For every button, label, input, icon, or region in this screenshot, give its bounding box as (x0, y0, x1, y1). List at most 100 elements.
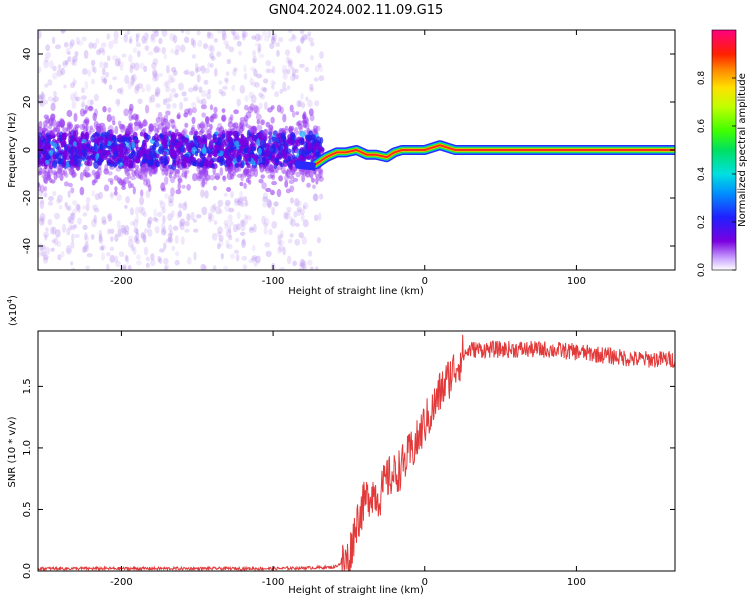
scatter-point (226, 243, 233, 250)
scatter-point (304, 122, 310, 130)
scatter-point (154, 218, 159, 223)
scatter-point (193, 228, 199, 233)
scatter-point (148, 96, 153, 104)
scatter-point (178, 208, 183, 218)
scatter-point (134, 86, 140, 94)
scatter-point (143, 179, 149, 186)
scatter-point (254, 81, 260, 88)
snr-y-ticks: 0.0 0.5 1.0 1.5 (22, 378, 675, 579)
scatter-point (43, 59, 49, 69)
scatter-point (102, 125, 107, 134)
scatter-point (44, 56, 49, 63)
scatter-point (144, 38, 148, 45)
scatter-point (88, 42, 94, 49)
scatter-point (157, 255, 161, 263)
scatter-point (91, 59, 96, 66)
scatter-point (218, 239, 224, 247)
scatter-point (194, 63, 199, 68)
scatter-point (258, 102, 264, 110)
scatter-point (244, 214, 248, 220)
scatter-point (41, 251, 47, 257)
scatter-point (151, 170, 156, 175)
scatter-point (78, 151, 83, 157)
scatter-point (152, 75, 157, 82)
y-tick-label: 0.0 (22, 563, 33, 579)
scatter-point (162, 258, 169, 265)
scatter-point (295, 45, 301, 54)
scatter-point (154, 226, 160, 234)
scatter-point (288, 175, 295, 180)
scatter-point (302, 120, 306, 129)
scatter-point (313, 193, 319, 202)
scatter-point (152, 47, 159, 54)
scatter-point (225, 228, 232, 238)
scatter-point (298, 232, 304, 239)
scatter-point (244, 199, 249, 207)
scatter-point (120, 265, 127, 270)
scatter-point (312, 184, 316, 190)
scatter-point (260, 119, 265, 126)
scatter-point (72, 58, 78, 67)
scatter-point (311, 177, 315, 183)
scatter-point (292, 110, 296, 118)
scatter-point (240, 224, 246, 232)
scatter-point (216, 231, 222, 238)
scatter-point (62, 168, 68, 177)
scatter-point (225, 78, 229, 85)
scatter-point (194, 67, 199, 74)
scatter-point (203, 265, 207, 270)
scatter-point (294, 198, 300, 207)
scatter-point (82, 148, 88, 157)
scatter-point (217, 136, 222, 146)
scatter-point (162, 127, 168, 136)
scatter-point (276, 188, 282, 198)
scatter-point (223, 40, 229, 45)
scatter-point (43, 99, 49, 105)
scatter-point (42, 144, 47, 151)
scatter-point (269, 124, 274, 131)
scatter-point (273, 201, 279, 207)
scatter-point (93, 171, 100, 179)
scatter-point (127, 80, 132, 90)
scatter-point (231, 30, 236, 36)
scatter-point (295, 139, 301, 147)
scatter-point (292, 154, 296, 160)
scatter-point (135, 238, 140, 245)
colorbar: 0.0 0.2 0.4 0.6 0.8 Normalized spectral ampl… (697, 29, 748, 277)
scatter-point (135, 214, 140, 223)
scatter-point (77, 40, 84, 46)
scatter-point (174, 169, 181, 174)
scatter-point (221, 114, 227, 122)
scatter-point (294, 238, 301, 246)
scatter-point (318, 176, 324, 182)
scatter-point (162, 225, 167, 235)
scatter-point (143, 228, 149, 234)
scatter-point (95, 170, 101, 180)
scatter-point (122, 264, 127, 270)
scatter-point (231, 171, 236, 177)
scatter-point (281, 64, 287, 74)
scatter-point (138, 150, 143, 159)
scatter-point (119, 65, 124, 71)
scatter-point (63, 84, 67, 89)
scatter-point (287, 238, 293, 244)
scatter-point (271, 180, 277, 186)
scatter-point (251, 81, 257, 87)
scatter-point (270, 79, 274, 88)
scatter-point (148, 123, 154, 132)
scatter-point (261, 215, 266, 225)
scatter-point (169, 92, 173, 102)
scatter-point (202, 173, 206, 181)
scatter-point (191, 107, 197, 114)
scatter-point (73, 135, 79, 143)
scatter-point (299, 36, 305, 43)
scatter-point (125, 125, 130, 131)
scatter-point (271, 221, 278, 229)
scatter-point (175, 189, 182, 195)
scatter-point (263, 128, 269, 137)
scatter-point (220, 91, 227, 97)
scatter-point (79, 108, 86, 117)
scatter-point (120, 224, 126, 233)
scatter-point (106, 252, 111, 257)
scatter-point (218, 209, 223, 215)
